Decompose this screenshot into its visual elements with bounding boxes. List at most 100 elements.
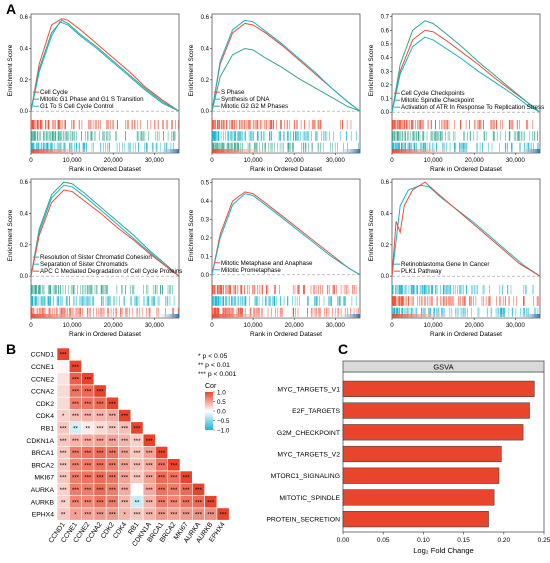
gsea-panels: 0.0 0.2 0.4 0.6 Enrichment Score Cell Cycle Mi… — [7, 13, 544, 338]
es-curve-2 — [30, 184, 180, 277]
significance-stars: *** — [121, 463, 129, 469]
row-gene-label: CDK4 — [36, 413, 54, 420]
row-gene-label: AURKB — [31, 499, 55, 506]
significance-stars: *** — [133, 476, 141, 482]
significance-stars: *** — [121, 414, 129, 420]
legend-entry: S Phase — [221, 89, 245, 96]
legend-entry: Retinoblastoma Gene In Cancer — [401, 261, 489, 268]
row-gene-label: CCNA2 — [31, 389, 54, 396]
y-tick-label: 0.4 — [381, 56, 390, 62]
significance-stars: *** — [84, 500, 92, 506]
bar — [342, 445, 502, 463]
significance-stars: *** — [72, 365, 80, 371]
significance-stars: *** — [170, 476, 178, 482]
significance-stars: *** — [121, 451, 129, 457]
significance-stars: *** — [146, 451, 154, 457]
x-tick-label: 20,000 — [104, 322, 123, 329]
x-tick-label: 0 — [390, 322, 394, 329]
legend-entry: Mitotic Spindle Checkpoint — [401, 97, 474, 104]
x-axis-label: Log₂ Fold Change — [413, 546, 473, 555]
es-curve-1 — [391, 29, 541, 113]
x-tick-label: 30,000 — [506, 322, 525, 329]
col-gene-label: CDK4 — [112, 521, 128, 540]
row-gene-label: EPHX4 — [32, 512, 55, 519]
significance-stars: *** — [84, 439, 92, 445]
es-curve-2 — [211, 193, 361, 276]
y-axis-label: Enrichment Score — [188, 209, 195, 261]
y-tick-label: 0.7 — [381, 15, 390, 21]
significance-stars: *** — [72, 390, 80, 396]
legend-entry: PLK1 Pathway — [401, 268, 442, 275]
gsea-plot-4: 0.0 0.2 0.4 0.6 Enrichment Score Resolution o… — [7, 178, 182, 338]
y-tick-label: 0.4 — [201, 46, 210, 52]
gene-hit-row-1 — [391, 285, 534, 295]
legend-entry: Activation of ATR In Response To Replica… — [401, 104, 544, 111]
significance-stars: *** — [72, 476, 80, 482]
x-tick-label: 30,000 — [326, 322, 345, 329]
x-axis-label: Rank in Ordered Dataset — [69, 166, 141, 173]
significance-stars: *** — [158, 476, 166, 482]
significance-stars: *** — [133, 463, 141, 469]
panel-label-b: B — [6, 341, 16, 357]
y-tick-label: 0.3 — [201, 218, 210, 224]
significance-stars: *** — [84, 414, 92, 420]
es-curve-3 — [211, 47, 361, 112]
bar-category-label: PROTEIN_SECRETION — [266, 517, 340, 524]
y-tick-label: 0.0 — [20, 109, 29, 115]
significance-stars: *** — [60, 451, 68, 457]
row-gene-label: MKI67 — [34, 475, 54, 482]
significance-stars: *** — [195, 500, 203, 506]
significance-stars: *** — [158, 463, 166, 469]
y-axis-label: Enrichment Score — [368, 44, 375, 96]
significance-stars: *** — [109, 463, 117, 469]
gene-hit-row-1 — [391, 120, 534, 130]
y-tick-label: 0.6 — [201, 15, 210, 21]
significance-stars: ** — [73, 426, 78, 432]
colorbar-tick-label: −0.5 — [217, 418, 230, 425]
significance-stars: *** — [84, 463, 92, 469]
gene-hit-row-2 — [30, 131, 176, 141]
legend-entry: Cell Cycle — [40, 89, 68, 96]
gsea-plot-1: 0.0 0.2 0.4 0.6 Enrichment Score Cell CycleMi… — [7, 13, 180, 173]
ranked-metric-bar — [212, 149, 360, 153]
significance-stars: *** — [97, 426, 105, 432]
legend-entry: Mitotic Prometaphase — [221, 267, 281, 274]
strip-header — [342, 360, 545, 373]
gsea-plot-5: 0.0 0.1 0.2 0.3 0.4 0.5 Enrichment Score Mitoti… — [188, 178, 361, 338]
significance-stars: *** — [133, 513, 141, 519]
significance-stars: *** — [109, 500, 117, 506]
colorbar — [205, 392, 213, 430]
significance-stars: *** — [158, 500, 166, 506]
significance-stars: *** — [146, 513, 154, 519]
significance-stars: *** — [158, 451, 166, 457]
gene-hit-row-2 — [212, 296, 357, 306]
row-gene-label: RB1 — [41, 425, 54, 432]
colorbar-tick-label: 1.0 — [217, 389, 226, 396]
y-tick-label: 0.2 — [381, 243, 390, 249]
significance-stars: *** — [84, 476, 92, 482]
row-gene-label: BRCA1 — [31, 450, 54, 457]
significance-legend-entry: ** p < 0.01 — [198, 362, 230, 369]
x-tick-label: 20,000 — [465, 157, 484, 164]
significance-stars: *** — [97, 402, 105, 408]
significance-stars: *** — [146, 500, 154, 506]
row-gene-label: CCNE2 — [31, 376, 54, 383]
row-gene-label: CCNE1 — [31, 364, 54, 371]
bar — [342, 489, 495, 506]
x-tick-label: 0 — [210, 322, 214, 329]
significance-stars: ** — [61, 513, 66, 519]
colorbar-tick-label: 0.5 — [217, 399, 226, 406]
y-tick-label: 0.0 — [381, 110, 390, 116]
significance-stars: *** — [72, 500, 80, 506]
panel-label-a: A — [6, 1, 16, 17]
gsea-plot-2: 0.0 0.2 0.4 0.6 Enrichment Score S PhaseSynth… — [188, 13, 361, 173]
significance-stars: *** — [121, 500, 129, 506]
significance-stars: *** — [60, 488, 68, 494]
heatmap-cell — [130, 482, 144, 496]
gene-hit-row-2 — [30, 296, 175, 306]
significance-stars: *** — [121, 439, 129, 445]
ranked-metric-bar — [392, 314, 540, 318]
significance-stars: *** — [183, 488, 191, 494]
x-tick-label: 10,000 — [63, 322, 82, 329]
x-tick-label: 0.05 — [377, 537, 390, 544]
